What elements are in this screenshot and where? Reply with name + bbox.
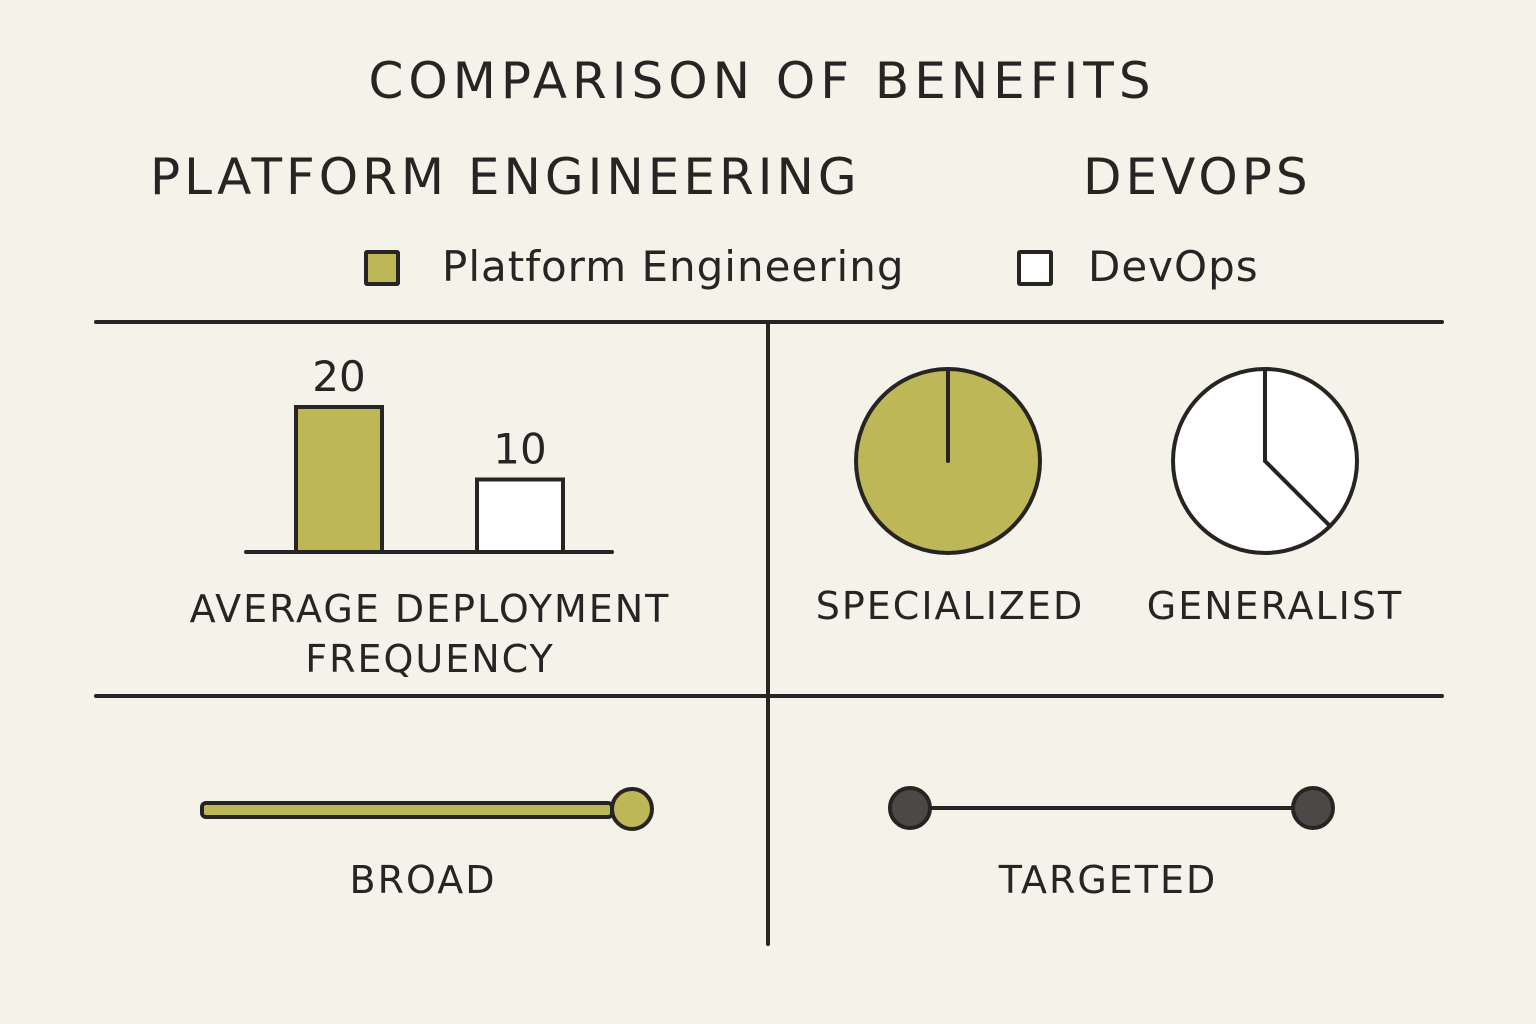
- legend-swatch-platform-engineering: [364, 250, 400, 286]
- bar-devops: [475, 477, 565, 554]
- range-endpoint-targeted-start: [888, 786, 932, 830]
- range-endpoint-targeted-end: [1291, 786, 1335, 830]
- bar-value-label-devops: 10: [493, 425, 546, 474]
- line-label-broad: BROAD: [349, 858, 497, 902]
- line-label-targeted: TARGETED: [998, 858, 1218, 902]
- legend-swatch-devops: [1017, 250, 1053, 286]
- chart-title: COMPARISON OF BENEFITS: [368, 52, 1156, 110]
- column-header-devops: DEVOPS: [1083, 148, 1312, 206]
- range-bar-broad: [200, 801, 614, 819]
- column-header-platform-engineering: PLATFORM ENGINEERING: [150, 148, 861, 206]
- pie-label-specialized: SPECIALIZED: [815, 584, 1085, 628]
- legend-label-platform-engineering: Platform Engineering: [442, 242, 905, 291]
- legend-label-devops: DevOps: [1088, 242, 1259, 291]
- bar-value-label-platform-engineering: 20: [312, 352, 365, 401]
- pie-label-generalist: GENERALIST: [1146, 584, 1404, 628]
- bar-chart-xlabel: AVERAGE DEPLOYMENT FREQUENCY: [189, 587, 671, 681]
- range-endpoint-broad: [610, 787, 654, 831]
- pie-devops-divider-1: [1263, 459, 1333, 529]
- divider-vertical: [766, 320, 770, 946]
- bar-platform-engineering: [294, 405, 384, 554]
